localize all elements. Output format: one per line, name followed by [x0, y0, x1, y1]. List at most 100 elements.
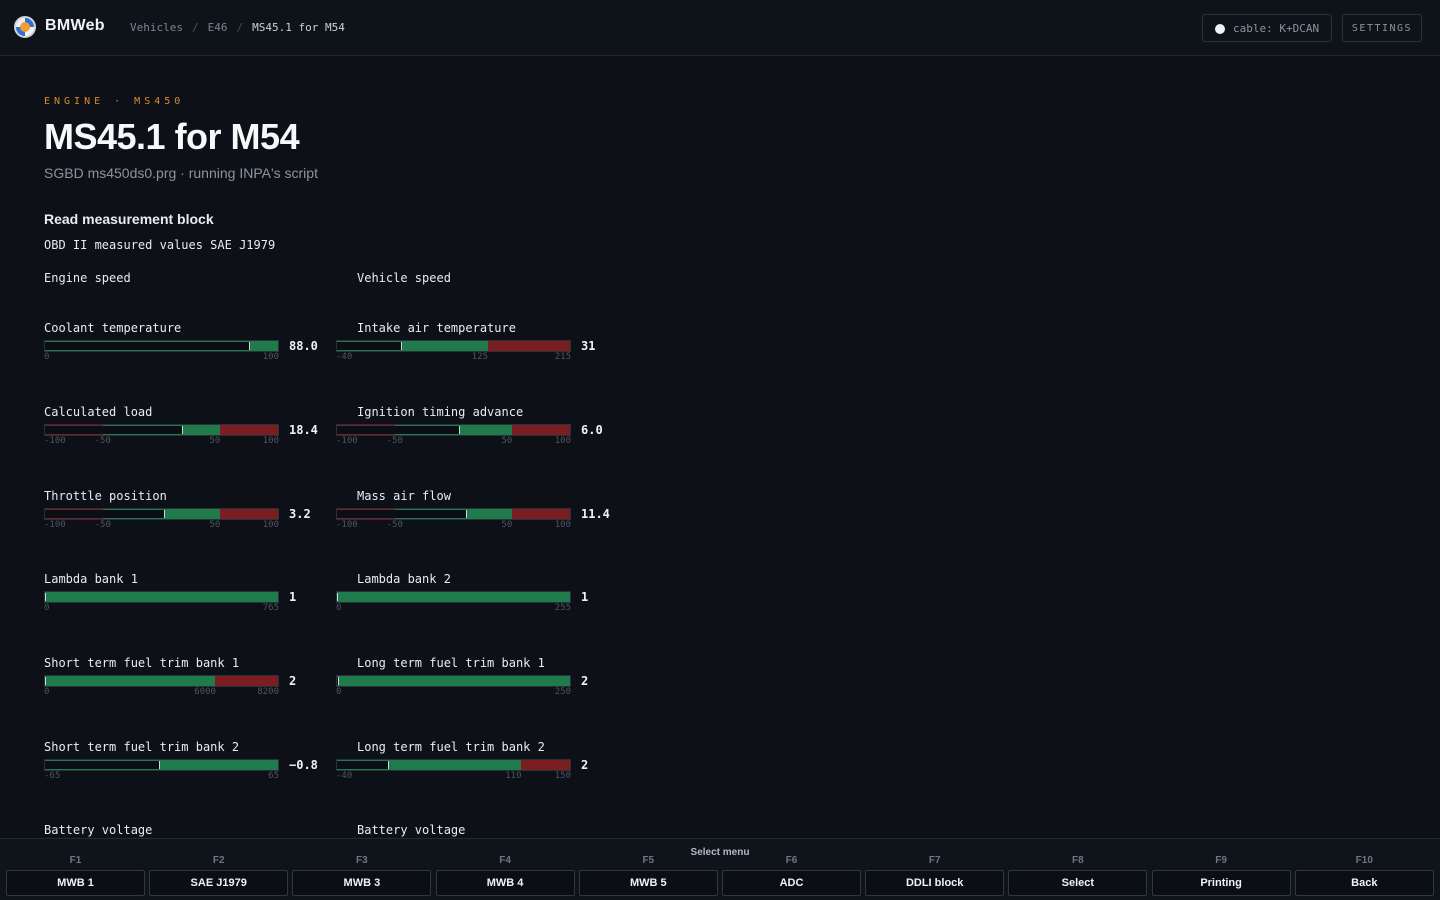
gauge-zone-red	[215, 676, 278, 686]
gauge-zone-red	[219, 509, 278, 519]
measurement-value: 2	[581, 674, 589, 688]
function-key-code: F2	[212, 855, 225, 866]
gauge-fill	[337, 593, 338, 601]
gauge-fill	[45, 677, 46, 685]
measurement-value: 11.4	[581, 507, 610, 521]
function-key-button[interactable]: SAE J1979	[149, 870, 289, 896]
cable-status-label: cable: K+DCAN	[1233, 22, 1320, 35]
function-key-code: F8	[1072, 855, 1084, 866]
gauge-zone-red	[219, 425, 278, 435]
cable-status-button[interactable]: cable: K+DCAN	[1202, 14, 1332, 42]
gauge-tick-label: 125	[471, 352, 489, 362]
function-bar-title: Select menu	[690, 847, 750, 858]
function-key-f6: F6 ADC	[722, 855, 861, 899]
section-subtitle: OBD II measured values SAE J1979	[44, 238, 276, 252]
page-subtitle: SGBD ms450ds0.prg · running INPA's scrip…	[44, 165, 318, 181]
measurement-label: Throttle position	[44, 489, 167, 503]
measurement-gauge	[44, 340, 279, 352]
measurement-label: Battery voltage	[44, 823, 153, 837]
measurement-label: Intake air temperature	[357, 321, 516, 335]
measurement-gauge	[336, 340, 571, 352]
measurement-label: Long term fuel trim bank 1	[357, 656, 545, 670]
gauge-tick-label: 110	[505, 771, 522, 781]
function-key-button[interactable]: Back	[1294, 870, 1434, 896]
function-key-f4: F4 MWB 4	[435, 855, 575, 899]
function-key-f8: F8 Select	[1008, 855, 1148, 899]
measurement-label: Mass air flow	[357, 489, 451, 503]
gauge-fill	[45, 426, 183, 434]
gauge-fill	[337, 761, 389, 769]
function-key-f7: F7 DDLI block	[865, 855, 1005, 899]
gauge-tick-label: 100	[262, 352, 279, 362]
breadcrumb-e46[interactable]: E46	[207, 21, 228, 34]
gauge-zone-red	[511, 425, 570, 435]
gauge-fill	[45, 510, 166, 518]
gauge-tick-label: 215	[554, 352, 571, 362]
connection-dot-icon	[1215, 24, 1225, 34]
gauge-tick-label: -100	[44, 436, 66, 446]
gauge-tick-label: 50	[501, 520, 513, 530]
gauge-fill	[337, 426, 461, 434]
gauge-tick-label: 100	[262, 436, 279, 446]
gauge-tick-label: 250	[554, 687, 571, 697]
gauge-fill	[337, 510, 467, 518]
gauge-zone-green	[45, 676, 216, 686]
function-key-code: F6	[785, 855, 798, 866]
gauge-tick-label: -50	[94, 520, 111, 530]
function-key-button[interactable]: DDLI block	[865, 870, 1005, 896]
function-key-bar: Select menu F1 MWB 1 F2 SAE J1979 F3 MWB 3 F4 M…	[0, 838, 1440, 900]
measurement-gauge	[336, 675, 571, 687]
measurement-gauge	[44, 675, 279, 687]
gauge-fill	[45, 593, 46, 601]
measurement-label: Vehicle speed	[357, 271, 451, 285]
gauge-tick-label: 150	[554, 771, 571, 781]
settings-button[interactable]: SETTINGS	[1342, 14, 1422, 42]
gauge-fill	[45, 761, 161, 769]
function-key-button[interactable]: MWB 5	[578, 870, 718, 896]
measurement-gauge	[336, 759, 571, 771]
breadcrumb-vehicles[interactable]: Vehicles	[130, 21, 183, 34]
gauge-fill	[337, 677, 339, 685]
function-key-code: F10	[1355, 855, 1373, 866]
function-key-button[interactable]: MWB 3	[292, 870, 432, 896]
function-key-f1: F1 MWB 1	[6, 855, 145, 899]
measurement-value: 2	[289, 674, 297, 688]
gauge-zone-red	[487, 341, 570, 351]
measurement-label: Ignition timing advance	[357, 405, 524, 419]
bmw-logo-icon	[14, 16, 36, 38]
function-key-f10: F10 Back	[1294, 855, 1434, 899]
gauge-tick-label: 50	[209, 436, 221, 446]
measurement-value: 6.0	[581, 423, 603, 437]
measurement-value: 31	[581, 339, 596, 353]
measurement-value: 1	[289, 590, 297, 604]
gauge-tick-label: 100	[554, 436, 571, 446]
function-key-button[interactable]: Printing	[1151, 870, 1291, 896]
measurement-gauge	[44, 591, 279, 603]
measurement-label: Lambda bank 2	[357, 572, 451, 586]
measurement-label: Lambda bank 1	[44, 572, 138, 586]
function-key-button[interactable]: MWB 4	[435, 870, 575, 896]
gauge-tick-label: -50	[386, 436, 403, 446]
measurement-value: 1	[581, 590, 589, 604]
gauge-zone-green	[337, 676, 570, 686]
function-key-f5: F5 MWB 5	[578, 855, 718, 899]
gauge-zone-green	[45, 760, 278, 770]
function-key-code: F7	[928, 855, 941, 866]
app-name[interactable]: BMWeb	[45, 17, 105, 34]
gauge-tick-label: 50	[209, 520, 221, 530]
function-key-button[interactable]: ADC	[722, 870, 861, 896]
measurement-gauge	[336, 508, 571, 520]
gauge-tick-label: -100	[336, 520, 358, 530]
gauge-zone-red	[520, 760, 570, 770]
gauge-tick-label: 0	[44, 687, 50, 697]
gauge-zone-green	[337, 341, 488, 351]
gauge-zone-red	[511, 509, 570, 519]
measurement-label: Long term fuel trim bank 2	[357, 740, 545, 754]
gauge-tick-label: 100	[262, 520, 279, 530]
gauge-tick-label: 6000	[194, 687, 216, 697]
gauge-tick-label: 0	[44, 603, 50, 613]
function-key-button[interactable]: Select	[1008, 870, 1148, 896]
gauge-tick-label: 0	[336, 687, 342, 697]
function-key-button[interactable]: MWB 1	[6, 870, 145, 896]
measurement-label: Short term fuel trim bank 1	[44, 656, 240, 670]
